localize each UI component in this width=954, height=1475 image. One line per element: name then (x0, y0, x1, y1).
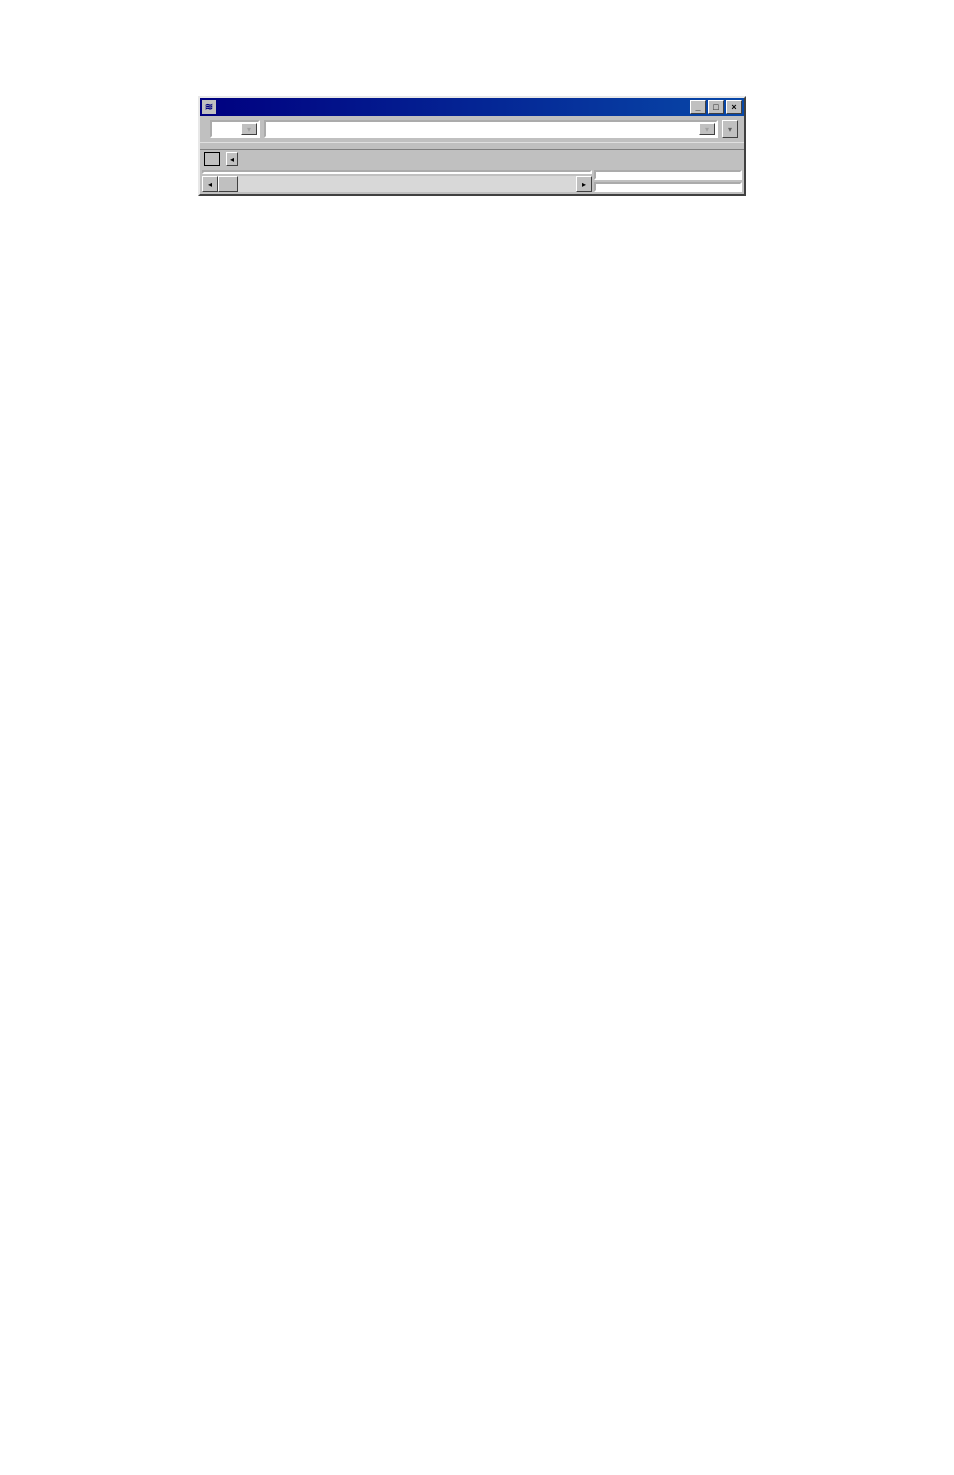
chart-hscrollbar[interactable]: ◂ ▸ (202, 176, 592, 192)
body-area: ◂ ▸ (200, 170, 744, 194)
graph-window: ≋ _ □ × ▾ ▾ ▾ ◂ (198, 96, 746, 196)
scroll-thumb[interactable] (218, 176, 238, 192)
secondary-dropdown[interactable]: ▾ (264, 120, 718, 138)
options-button[interactable]: ▾ (722, 120, 738, 138)
spacing-dropdown[interactable]: ▾ (210, 120, 260, 138)
titlebar[interactable]: ≋ _ □ × (200, 98, 744, 116)
chevron-down-icon[interactable]: ▾ (699, 123, 715, 135)
current-color-swatch[interactable] (204, 152, 220, 166)
scroll-right-button[interactable]: ▸ (576, 176, 592, 192)
chart-panel (202, 170, 592, 174)
app-icon: ≋ (202, 100, 216, 114)
color-palette: ◂ (200, 150, 744, 170)
scroll-left-button[interactable]: ◂ (202, 176, 218, 192)
legend-box (594, 170, 742, 180)
side-panel (594, 170, 744, 194)
minimize-button[interactable]: _ (690, 100, 706, 114)
spacing-controls: ▾ ▾ ▾ (200, 116, 744, 142)
maximize-button[interactable]: □ (708, 100, 724, 114)
scroll-track[interactable] (238, 176, 576, 192)
timestamp-list (594, 182, 742, 192)
chevron-down-icon[interactable]: ▾ (241, 123, 257, 135)
close-button[interactable]: × (726, 100, 742, 114)
toolbar (200, 142, 744, 150)
palette-scroll-left[interactable]: ◂ (226, 152, 238, 166)
